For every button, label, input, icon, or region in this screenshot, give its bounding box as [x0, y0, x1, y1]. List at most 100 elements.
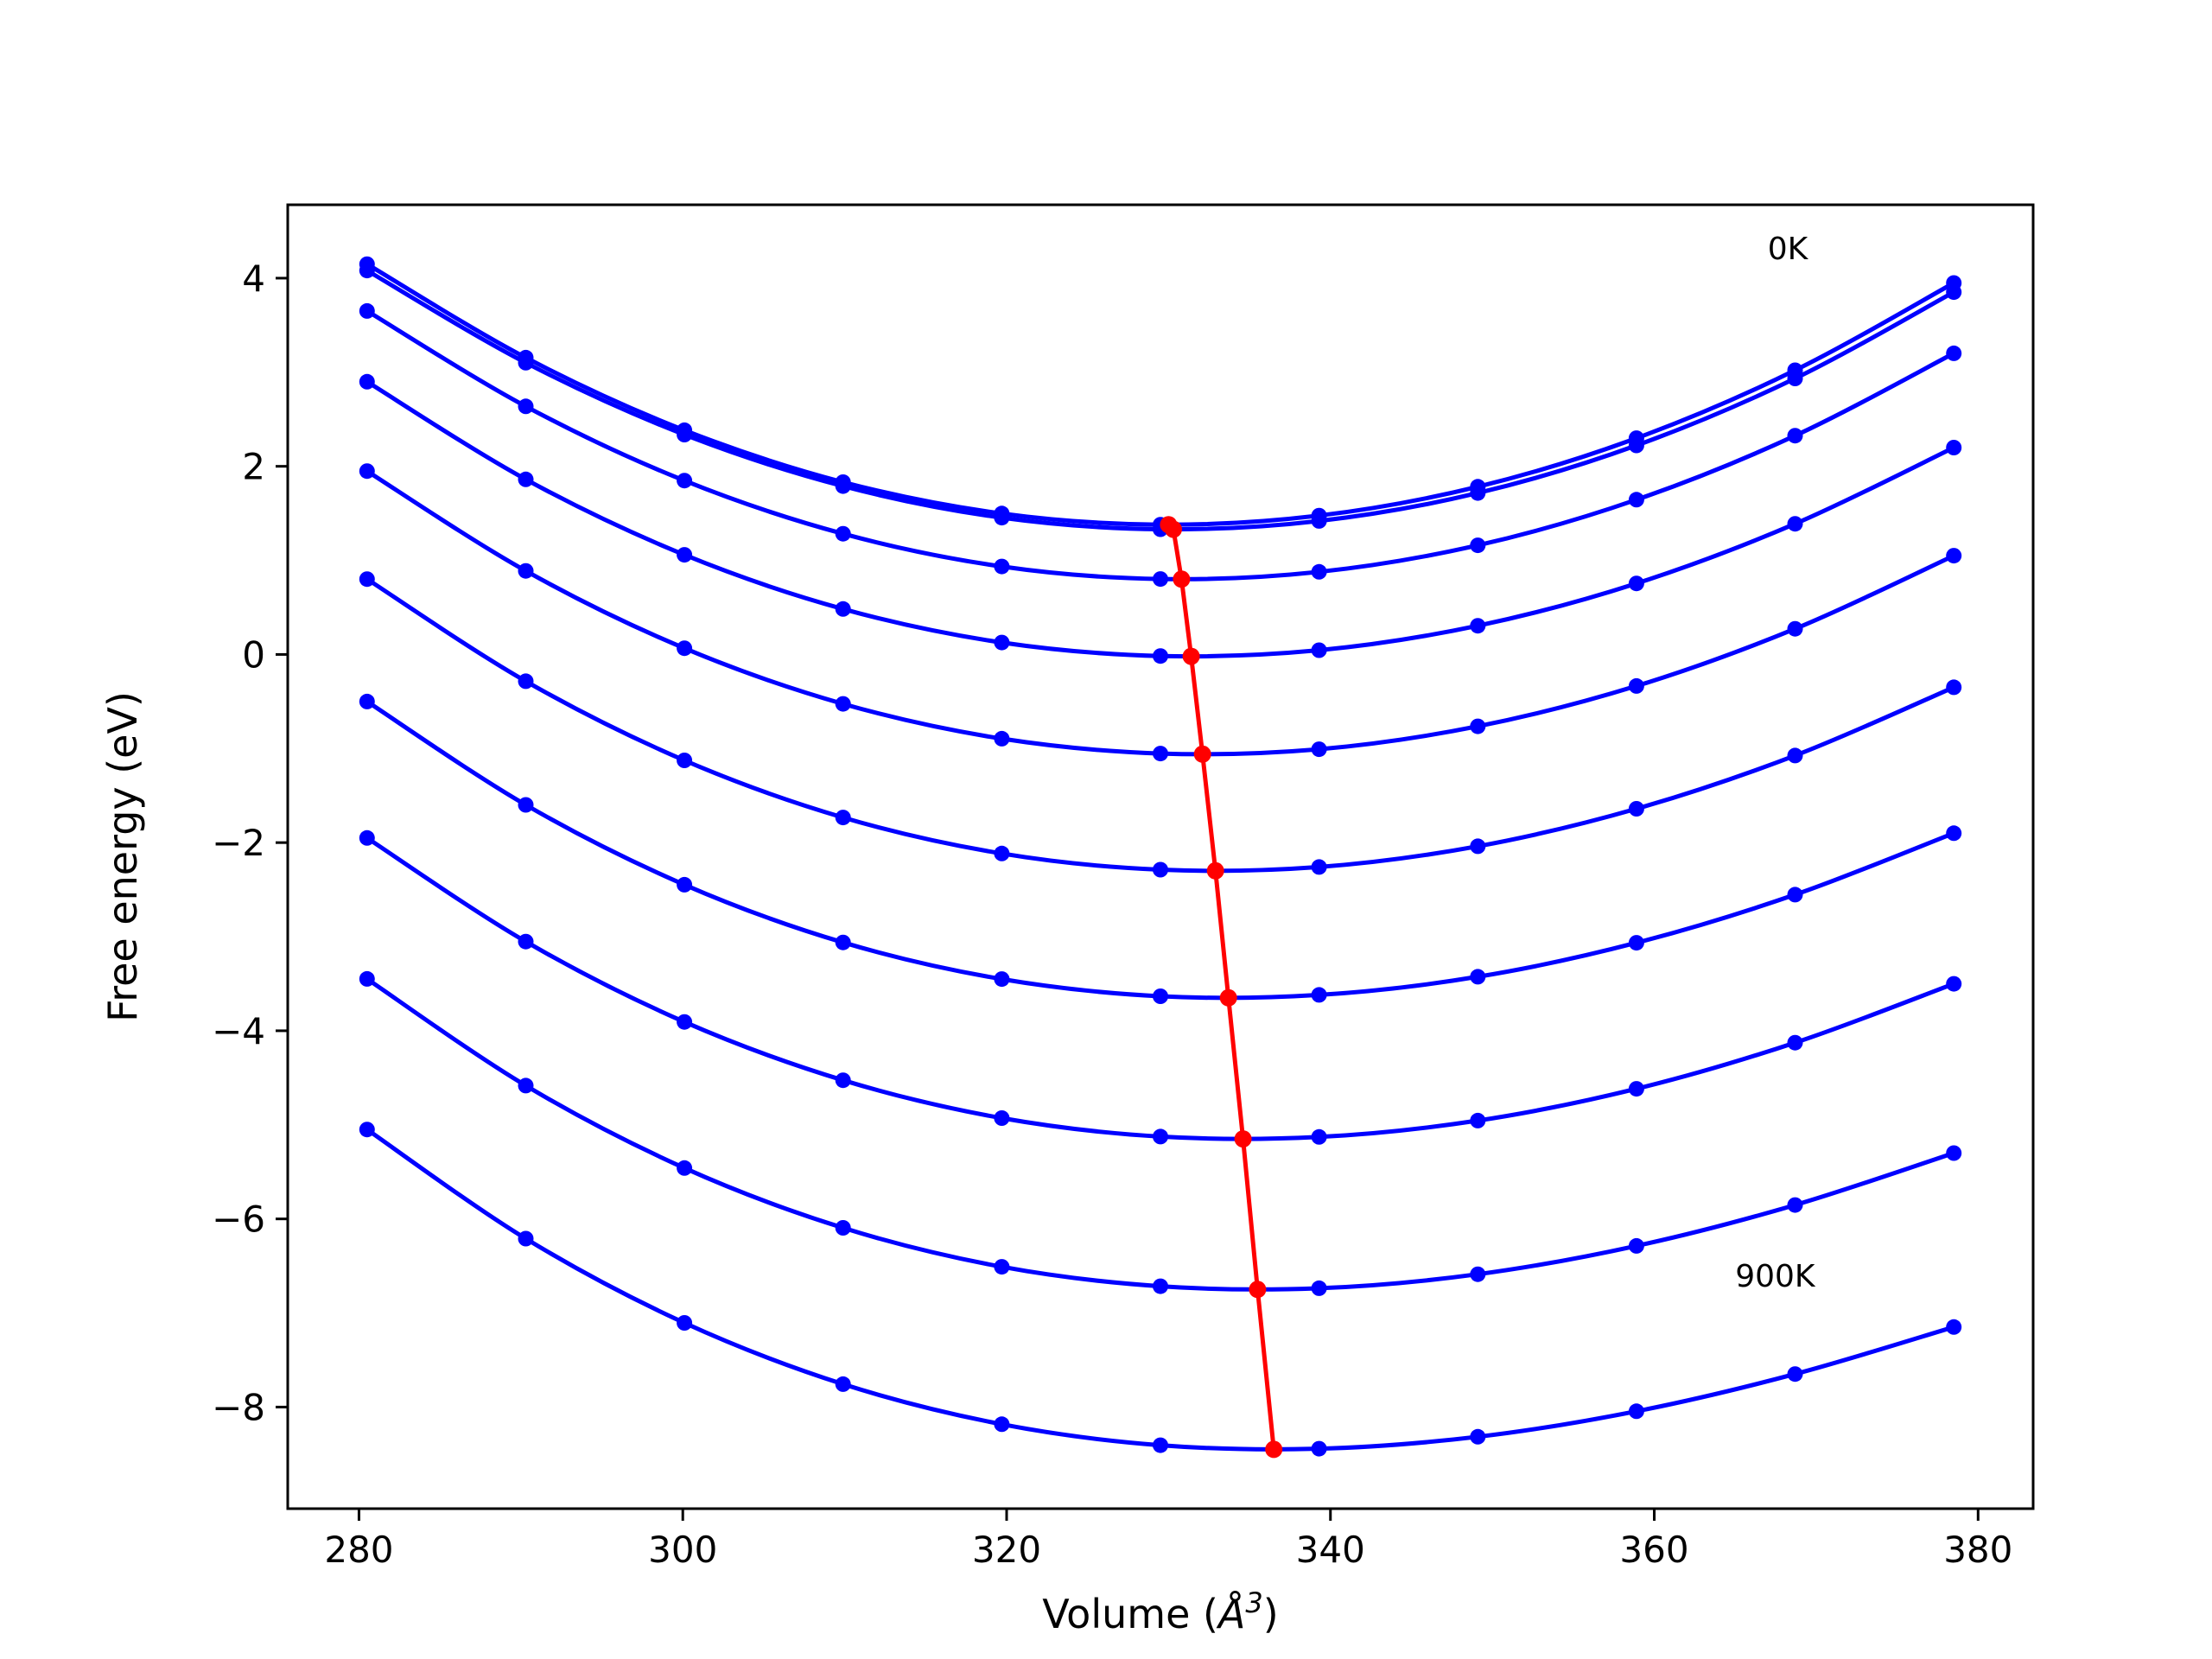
curve-800K — [359, 970, 1962, 1296]
data-point-400K — [994, 730, 1010, 747]
data-point-400K — [677, 640, 693, 657]
data-point-200K — [1946, 345, 1962, 361]
data-point-400K — [1787, 620, 1803, 637]
curve-400K — [359, 463, 1962, 762]
y-tick-label: 4 — [242, 257, 265, 300]
data-point-100K — [835, 478, 851, 494]
data-point-700K — [518, 933, 534, 950]
data-point-200K — [518, 398, 534, 415]
data-point-300K — [1628, 575, 1644, 592]
data-point-500K — [994, 845, 1010, 861]
curve-line-700K — [365, 836, 1956, 1141]
x-tick-label: 300 — [648, 1529, 717, 1571]
x-tick-label: 340 — [1296, 1529, 1365, 1571]
data-point-800K — [1311, 1280, 1327, 1296]
data-point-200K — [1470, 537, 1486, 554]
equilibrium-volume-path — [1160, 516, 1283, 1459]
data-point-900K — [994, 1416, 1010, 1433]
curve-line-200K — [365, 308, 1956, 582]
minimum-point — [1206, 861, 1224, 880]
data-point-500K — [1153, 861, 1168, 878]
data-point-900K — [835, 1376, 851, 1392]
data-point-300K — [835, 601, 851, 617]
y-tick-label: −2 — [212, 822, 265, 864]
data-point-100K — [1470, 485, 1486, 501]
data-point-300K — [994, 634, 1010, 651]
minimum-point — [1219, 988, 1237, 1007]
free-energy-curves — [359, 256, 1962, 1457]
annotation-900K: 900K — [1735, 1259, 1816, 1294]
data-point-600K — [1470, 969, 1486, 985]
curve-0K — [359, 256, 1962, 533]
data-point-100K — [359, 263, 375, 279]
curve-line-500K — [365, 576, 1956, 874]
data-point-600K — [1787, 887, 1803, 903]
data-point-700K — [1311, 1128, 1327, 1145]
data-point-600K — [994, 971, 1010, 988]
data-point-700K — [359, 830, 375, 846]
data-point-700K — [677, 1014, 693, 1030]
data-point-300K — [1787, 516, 1803, 532]
curve-line-100K — [365, 268, 1956, 532]
data-point-600K — [1311, 987, 1327, 1003]
data-point-500K — [1311, 859, 1327, 875]
minimum-point — [1265, 1440, 1283, 1459]
minimum-point — [1165, 520, 1182, 538]
annotation-0K: 0K — [1768, 232, 1809, 267]
data-point-600K — [1946, 825, 1962, 842]
data-point-100K — [1946, 284, 1962, 301]
data-point-300K — [677, 547, 693, 563]
y-tick-label: −4 — [212, 1010, 265, 1052]
curve-line-400K — [365, 468, 1956, 757]
data-point-900K — [1153, 1437, 1168, 1453]
data-point-100K — [677, 427, 693, 442]
data-point-400K — [1153, 746, 1168, 762]
data-point-300K — [359, 373, 375, 390]
data-point-500K — [518, 673, 534, 690]
data-point-200K — [835, 525, 851, 542]
data-point-400K — [1628, 677, 1644, 694]
data-point-800K — [1946, 1145, 1962, 1161]
data-point-700K — [1153, 1128, 1168, 1145]
data-point-800K — [677, 1160, 693, 1176]
data-point-200K — [1311, 563, 1327, 580]
data-point-100K — [1311, 512, 1327, 529]
data-point-100K — [518, 354, 534, 371]
curve-600K — [359, 693, 1962, 1004]
data-point-400K — [1470, 718, 1486, 734]
data-point-600K — [835, 934, 851, 950]
data-point-900K — [1311, 1440, 1327, 1457]
y-tick-label: −8 — [212, 1386, 265, 1428]
x-tick-label: 280 — [324, 1529, 393, 1571]
data-point-200K — [1153, 571, 1168, 588]
x-axis: 280 300 320 340 360 380 — [324, 1509, 2012, 1571]
minima-line — [1166, 522, 1276, 1452]
x-axis-label: Volume (Å3) — [1042, 1586, 1278, 1637]
data-point-800K — [1787, 1197, 1803, 1213]
minimum-point — [1234, 1130, 1252, 1148]
y-tick-label: 0 — [242, 633, 265, 676]
data-point-200K — [994, 558, 1010, 575]
data-point-200K — [1628, 492, 1644, 508]
data-point-200K — [677, 473, 693, 489]
data-point-600K — [1153, 988, 1168, 1004]
data-point-300K — [1470, 618, 1486, 634]
data-point-900K — [1787, 1366, 1803, 1382]
curve-500K — [359, 571, 1962, 878]
data-point-900K — [359, 1122, 375, 1138]
data-point-800K — [1470, 1266, 1486, 1282]
data-point-300K — [1946, 440, 1962, 455]
curve-line-0K — [365, 262, 1956, 527]
data-point-500K — [677, 753, 693, 768]
data-point-100K — [994, 510, 1010, 526]
data-point-100K — [1787, 371, 1803, 386]
data-point-400K — [518, 563, 534, 579]
data-point-500K — [359, 571, 375, 588]
data-point-700K — [994, 1110, 1010, 1126]
data-point-800K — [1628, 1237, 1644, 1254]
data-point-800K — [518, 1077, 534, 1094]
data-point-300K — [1153, 648, 1168, 664]
curve-700K — [359, 830, 1962, 1145]
data-point-500K — [1946, 679, 1962, 696]
